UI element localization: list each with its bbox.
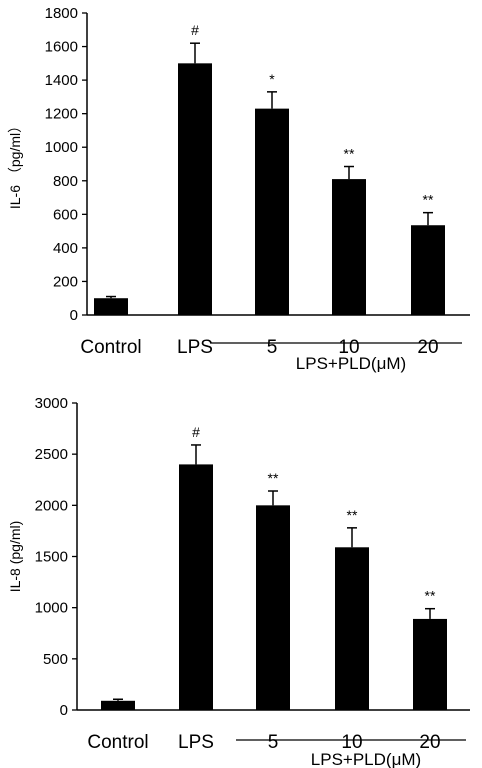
y-tick-label: 1000 bbox=[45, 139, 78, 156]
significance-label: * bbox=[269, 71, 275, 87]
significance-label: ** bbox=[344, 146, 355, 162]
group-label: LPS+PLD(μM) bbox=[311, 750, 421, 768]
y-tick-label: 1600 bbox=[45, 39, 78, 56]
bar bbox=[413, 618, 447, 710]
y-tick-label: 400 bbox=[53, 240, 78, 257]
y-tick-label: 800 bbox=[53, 173, 78, 190]
y-tick-label: 0 bbox=[70, 307, 78, 324]
y-tick-label: 2500 bbox=[35, 446, 68, 463]
y-axis-label: IL-8 (pg/ml) bbox=[7, 521, 23, 593]
category-label: 20 bbox=[417, 337, 438, 358]
y-tick-label: 1400 bbox=[45, 72, 78, 89]
y-axis-label: IL-6 （pg/ml） bbox=[7, 119, 23, 209]
y-tick-label: 1800 bbox=[45, 5, 78, 22]
bar bbox=[178, 63, 212, 316]
category-label: LPS bbox=[177, 337, 213, 358]
y-tick-label: 200 bbox=[53, 273, 78, 290]
significance-label: # bbox=[192, 424, 200, 440]
category-label: 5 bbox=[268, 732, 279, 753]
bar bbox=[179, 464, 213, 710]
bar bbox=[101, 700, 135, 710]
significance-label: ** bbox=[268, 470, 279, 486]
y-tick-label: 600 bbox=[53, 206, 78, 223]
bar bbox=[411, 225, 445, 315]
category-label: 10 bbox=[341, 732, 362, 753]
bar bbox=[94, 298, 128, 315]
category-label: 20 bbox=[419, 732, 440, 753]
significance-label: # bbox=[191, 22, 199, 38]
bar bbox=[332, 179, 366, 315]
category-label: Control bbox=[80, 337, 141, 358]
y-tick-label: 500 bbox=[43, 651, 68, 668]
y-tick-label: 1200 bbox=[45, 106, 78, 123]
y-tick-label: 1000 bbox=[35, 600, 68, 617]
category-label: LPS bbox=[178, 732, 214, 753]
chart-il8: 0 500 1000 1500 2000 2500 3000 IL-8 (pg/ml) Cont… bbox=[7, 395, 470, 768]
category-label: 5 bbox=[267, 337, 278, 358]
significance-label: ** bbox=[425, 588, 436, 604]
y-tick-label: 1500 bbox=[35, 549, 68, 566]
significance-label: ** bbox=[347, 507, 358, 523]
y-tick-label: 2000 bbox=[35, 497, 68, 514]
y-tick-label: 3000 bbox=[35, 395, 68, 412]
group-label: LPS+PLD(μM) bbox=[296, 354, 406, 373]
category-label: Control bbox=[87, 732, 148, 753]
bar bbox=[256, 505, 290, 710]
bar bbox=[255, 108, 289, 315]
chart-il6: 0 200 400 600 800 1000 1200 1400 1600 1800 IL-6 （p… bbox=[7, 5, 470, 373]
y-tick-label: 0 bbox=[60, 702, 68, 719]
bar bbox=[335, 547, 369, 710]
category-label: 10 bbox=[338, 337, 359, 358]
significance-label: ** bbox=[423, 192, 434, 208]
